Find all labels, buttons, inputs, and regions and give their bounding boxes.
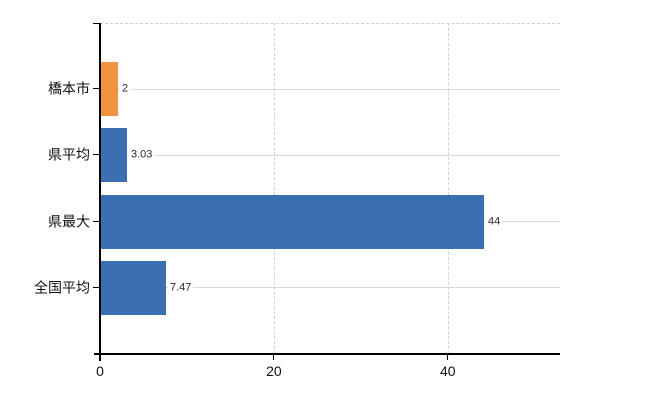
bar-value-label: 44 xyxy=(486,215,503,229)
h-gridline xyxy=(100,287,560,289)
x-axis-line xyxy=(94,353,560,355)
v-gridline xyxy=(447,23,449,354)
bar-value-label: 3.03 xyxy=(129,148,155,162)
x-tick-mark xyxy=(273,354,275,360)
h-gridline xyxy=(100,88,560,90)
category-label: 全国平均 xyxy=(34,279,90,296)
y-tick-mark xyxy=(93,88,100,90)
y-axis-top-cap xyxy=(93,23,100,24)
bar xyxy=(101,261,166,315)
x-tick-label: 40 xyxy=(440,363,456,379)
y-tick-mark xyxy=(93,220,100,222)
y-tick-mark xyxy=(93,286,100,288)
x-tick-mark xyxy=(447,354,449,360)
y-axis-line xyxy=(99,23,101,361)
category-label: 県平均 xyxy=(48,146,90,163)
category-label: 橋本市 xyxy=(48,80,90,97)
category-label: 県最大 xyxy=(48,213,90,230)
bar xyxy=(101,195,484,249)
h-gridline xyxy=(100,154,560,156)
y-tick-mark xyxy=(93,154,100,156)
x-tick-label: 20 xyxy=(266,363,282,379)
bar xyxy=(101,62,118,116)
v-gridline xyxy=(273,23,275,354)
bar-value-label: 2 xyxy=(120,82,131,96)
x-tick-label: 0 xyxy=(96,363,104,379)
plot-top-boundary-line xyxy=(100,23,560,24)
bar xyxy=(101,128,127,182)
bar-value-label: 7.47 xyxy=(168,281,194,295)
